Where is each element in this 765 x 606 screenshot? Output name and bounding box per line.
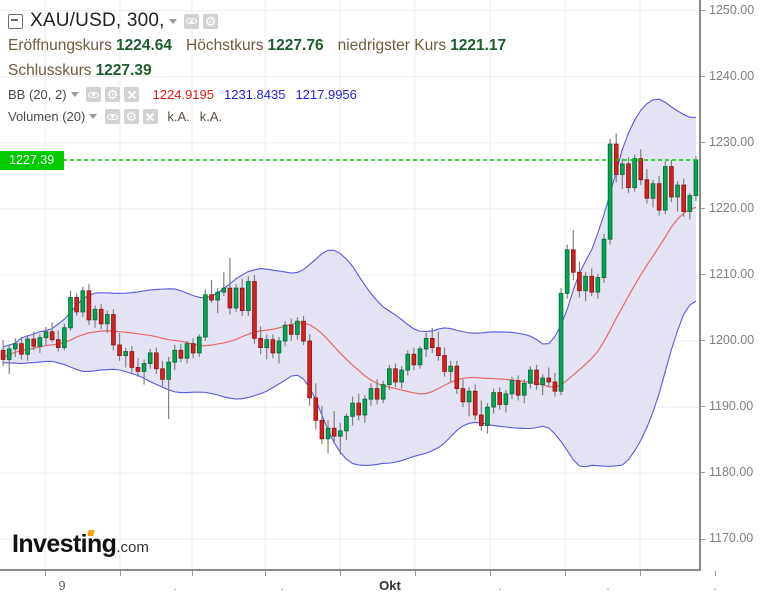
time-tick-mark: [640, 571, 641, 576]
price-axis[interactable]: 1250.00 1240.00 1230.00 1220.00 1210.00 1200.…: [701, 0, 765, 571]
gear-icon[interactable]: ⚙: [123, 109, 139, 124]
close-x-icon[interactable]: [142, 109, 158, 125]
eye-icon[interactable]: [184, 13, 200, 29]
time-axis-label: 9: [58, 578, 66, 593]
time-tick-mark: [715, 571, 716, 576]
time-tick-mark: [120, 571, 121, 576]
time-tick-mark: [490, 571, 491, 576]
time-axis-label: .: [606, 578, 610, 593]
eye-icon[interactable]: [104, 109, 120, 125]
close-x-icon[interactable]: [124, 87, 140, 103]
price-tick-label: 1230.00: [701, 135, 754, 149]
price-tick-label: 1180.00: [701, 465, 753, 479]
time-axis-label: Okt: [379, 578, 401, 593]
price-tick-label: 1220.00: [701, 201, 754, 215]
investing-com-logo: Investing.com: [12, 530, 149, 558]
bollinger-middle-sma-line: [2, 206, 697, 395]
time-axis-label: .: [713, 578, 717, 593]
logo-suffix: .com: [116, 539, 149, 556]
price-tick-label: 1200.00: [701, 333, 754, 347]
logo-accent-dot: [87, 530, 95, 536]
chevron-down-icon[interactable]: [168, 18, 177, 24]
chevron-down-icon[interactable]: [70, 92, 79, 97]
collapse-minus-icon[interactable]: [8, 13, 23, 29]
eye-icon[interactable]: [86, 87, 102, 103]
time-tick-mark: [565, 571, 566, 576]
price-tick-label: 1190.00: [701, 399, 753, 413]
candlesticks: [0, 133, 699, 455]
time-tick-mark: [415, 571, 416, 576]
bollinger-band-lines: [2, 98, 697, 468]
gear-icon[interactable]: ⚙: [203, 13, 219, 29]
time-tick-mark: [265, 571, 266, 576]
last-price-badge: 1227.39: [0, 150, 64, 170]
time-tick-mark: [192, 571, 193, 576]
candlestick-chart-svg: [0, 0, 699, 569]
price-tick-label: 1250.00: [701, 3, 754, 17]
logo-word: Investing: [12, 530, 117, 558]
chevron-down-icon[interactable]: [89, 114, 98, 119]
time-axis[interactable]: 9.. Okt...: [0, 571, 765, 606]
time-tick-mark: [45, 571, 46, 576]
price-tick-label: 1170.00: [701, 531, 753, 545]
price-tick-label: 1210.00: [701, 267, 754, 281]
chart-plot-area[interactable]: [0, 0, 701, 571]
time-axis-label: .: [173, 578, 177, 593]
time-axis-label: .: [498, 578, 502, 593]
gear-icon[interactable]: ⚙: [105, 87, 121, 102]
price-tick-label: 1240.00: [701, 69, 754, 83]
time-axis-label: .: [280, 578, 284, 593]
bollinger-band-fill: [3, 99, 696, 467]
time-tick-mark: [340, 571, 341, 576]
